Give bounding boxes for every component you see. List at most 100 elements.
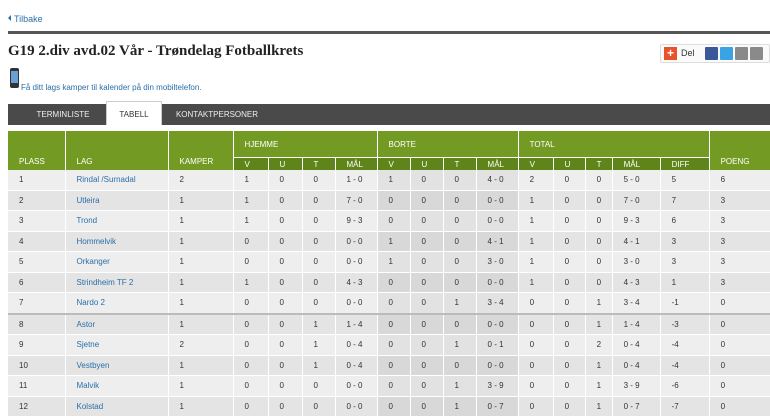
- group-header: BORTE: [377, 131, 519, 158]
- table-cell: 7: [8, 292, 66, 314]
- table-cell: 0: [268, 210, 303, 232]
- subcolumn-header: MÅL: [476, 157, 519, 170]
- subcolumn-header: T: [585, 157, 613, 170]
- table-cell: 0: [585, 251, 613, 273]
- table-cell: 1 - 4: [612, 312, 661, 335]
- table-cell: 6: [660, 210, 710, 232]
- table-cell: 0 - 0: [476, 312, 519, 335]
- table-cell: 0: [233, 251, 269, 273]
- team-link[interactable]: Nardo 2: [76, 298, 105, 308]
- table-cell: 0: [302, 375, 336, 397]
- table-cell: -4: [660, 334, 710, 356]
- subcolumn-header: U: [268, 157, 303, 170]
- table-cell: 0: [268, 312, 303, 335]
- table-cell: 1: [168, 292, 234, 314]
- table-cell: 0 - 4: [335, 355, 378, 376]
- team-link[interactable]: Orkanger: [76, 257, 110, 267]
- table-cell: 9 - 3: [335, 210, 378, 232]
- group-header: TOTAL: [518, 131, 710, 158]
- subcolumn-header: V: [518, 157, 554, 170]
- team-link[interactable]: Sjetne: [76, 340, 100, 350]
- table-cell: 0: [709, 396, 770, 417]
- table-cell: 2: [585, 334, 613, 356]
- table-cell: -6: [660, 375, 710, 397]
- subcolumn-header: U: [553, 157, 586, 170]
- group-header: HJEMME: [233, 131, 378, 158]
- table-cell: 0: [302, 272, 336, 293]
- table-cell: 3 - 0: [612, 251, 661, 273]
- table-cell: 1: [168, 312, 234, 335]
- team-link[interactable]: Trond: [76, 216, 98, 226]
- table-cell: 1: [168, 231, 234, 252]
- tab[interactable]: KONTAKTPERSONER: [175, 110, 259, 119]
- table-cell: Vestbyen: [65, 355, 169, 376]
- table-cell: 0: [233, 396, 269, 417]
- table-cell: 3: [709, 272, 770, 293]
- table-cell: 0 - 7: [612, 396, 661, 417]
- table-cell: 0: [233, 292, 269, 314]
- table-cell: 0: [518, 292, 554, 314]
- team-link[interactable]: Astor: [76, 319, 96, 329]
- email-icon[interactable]: [735, 47, 748, 60]
- facebook-icon[interactable]: [705, 47, 718, 60]
- team-link[interactable]: Rindal /Surnadal: [76, 175, 136, 185]
- tab[interactable]: TABELL: [106, 101, 162, 125]
- team-link[interactable]: Kolstad: [76, 401, 104, 411]
- table-cell: 1: [168, 190, 234, 211]
- table-cell: 0: [410, 355, 444, 376]
- table-cell: 3 - 9: [476, 375, 519, 397]
- team-link[interactable]: Malvik: [76, 381, 100, 391]
- share-widget[interactable]: + Del: [660, 44, 770, 63]
- team-link[interactable]: Vestbyen: [76, 360, 110, 370]
- table-cell: 1: [518, 210, 554, 232]
- table-cell: 3: [709, 190, 770, 211]
- table-cell: Trond: [65, 210, 169, 232]
- table-cell: 0: [410, 396, 444, 417]
- table-cell: 6: [8, 272, 66, 293]
- table-cell: 0: [709, 312, 770, 335]
- table-cell: 0: [302, 190, 336, 211]
- column-header: LAG: [65, 131, 169, 170]
- table-cell: 7 - 0: [335, 190, 378, 211]
- team-link[interactable]: Hommelvik: [76, 236, 117, 246]
- tab[interactable]: TERMINLISTE: [36, 110, 90, 119]
- table-cell: 0: [233, 231, 269, 252]
- print-icon[interactable]: [750, 47, 763, 60]
- table-cell: 0: [443, 272, 477, 293]
- column-header: PLASS: [8, 131, 66, 170]
- table-cell: 0: [377, 355, 411, 376]
- table-cell: 4 - 1: [612, 231, 661, 252]
- table-cell: 2: [168, 170, 234, 191]
- table-cell: 0: [553, 292, 586, 314]
- table-cell: 1: [168, 210, 234, 232]
- table-cell: 5: [660, 170, 710, 191]
- table-cell: 0: [268, 231, 303, 252]
- table-cell: 1: [585, 292, 613, 314]
- table-cell: 1: [302, 355, 336, 376]
- mobile-calendar-link[interactable]: Få ditt lags kamper til kalender på din …: [21, 83, 202, 92]
- table-cell: 0: [410, 272, 444, 293]
- team-link[interactable]: Utleira: [76, 195, 100, 205]
- table-cell: 1: [233, 170, 269, 191]
- table-cell: 0: [518, 355, 554, 376]
- table-cell: 0: [268, 190, 303, 211]
- table-cell: 0 - 0: [335, 231, 378, 252]
- table-cell: 3 - 4: [612, 292, 661, 314]
- table-cell: 1: [302, 312, 336, 335]
- table-cell: -3: [660, 312, 710, 335]
- table-cell: 0: [377, 375, 411, 397]
- table-cell: 3: [709, 210, 770, 232]
- table-cell: 5 - 0: [612, 170, 661, 191]
- table-cell: 4 - 3: [612, 272, 661, 293]
- table-cell: 0: [377, 210, 411, 232]
- table-cell: 1: [443, 292, 477, 314]
- table-cell: 1: [168, 396, 234, 417]
- team-link[interactable]: Strindheim TF 2: [76, 277, 134, 287]
- twitter-icon[interactable]: [720, 47, 733, 60]
- table-cell: 1: [660, 272, 710, 293]
- back-link[interactable]: Tilbake: [8, 14, 43, 24]
- table-cell: 10: [8, 355, 66, 376]
